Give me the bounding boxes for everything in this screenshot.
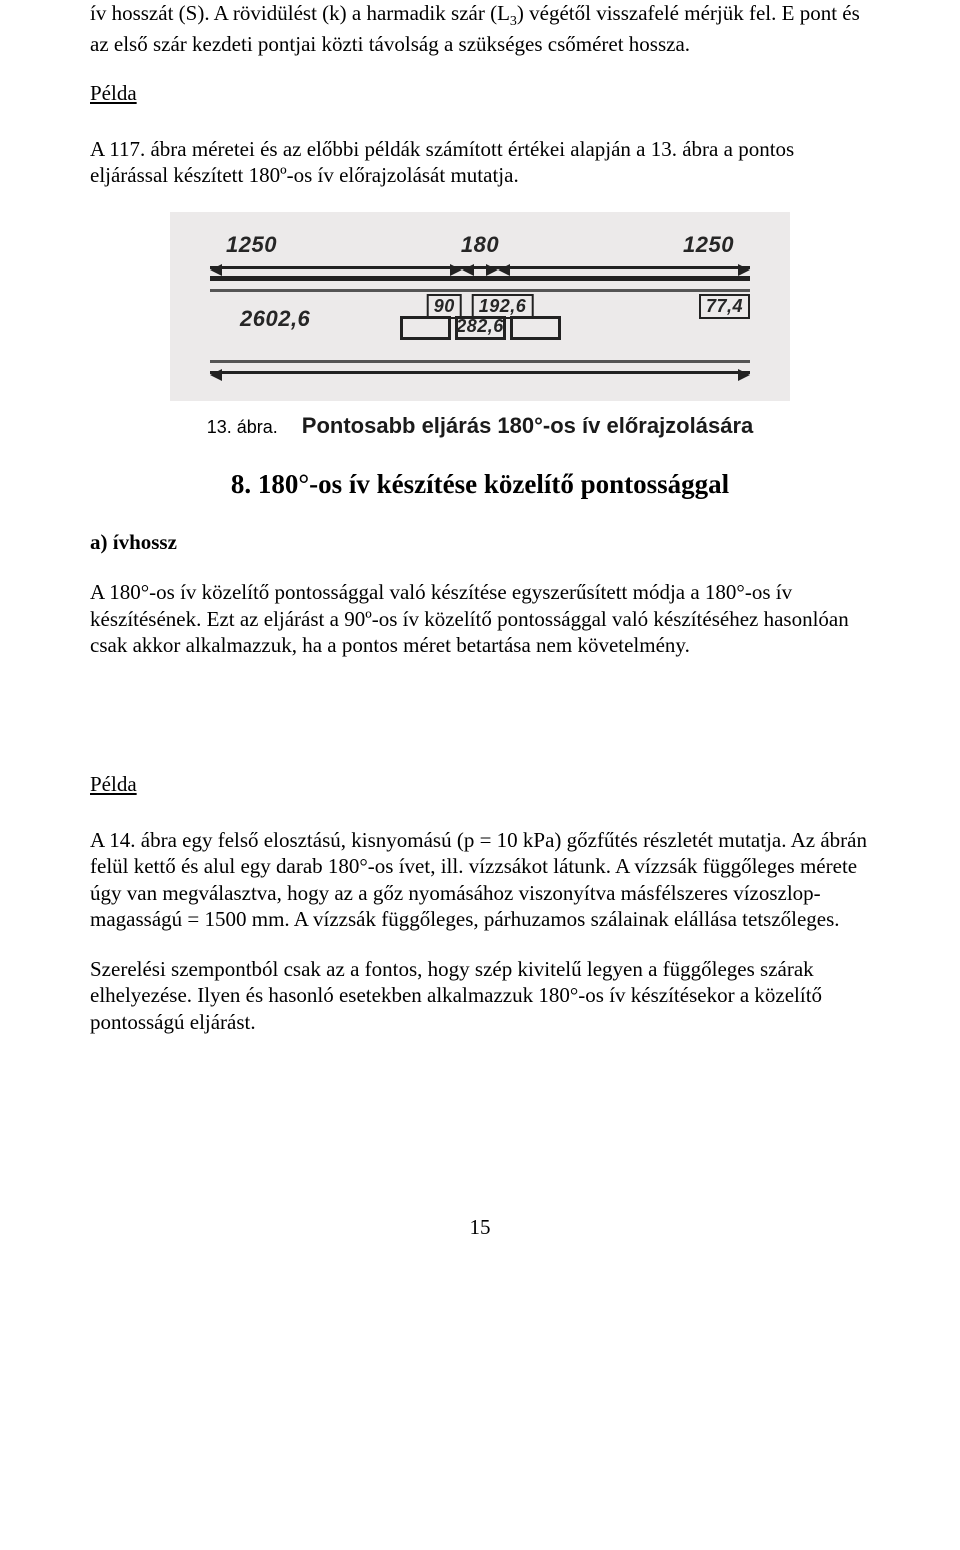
dim-value: 1250	[683, 232, 734, 258]
arrow-seg	[210, 266, 462, 272]
text: ív hosszát (S). A rövidülést (k) a harma…	[90, 1, 510, 25]
example-label: Példa	[90, 772, 870, 797]
arrow-seg	[498, 266, 750, 272]
spacer	[90, 682, 870, 772]
sec-bar	[210, 360, 750, 363]
figure-13-caption: 13. ábra. Pontosabb eljárás 180°-os ív e…	[90, 413, 870, 439]
arrow-seg	[210, 371, 750, 377]
caption-text: Pontosabb eljárás 180°-os ív előrajzolás…	[302, 413, 753, 438]
mid-block: 90 192,6 77,4 282,6 2602,6	[210, 294, 750, 354]
caption-number: 13. ábra.	[207, 417, 278, 437]
dim-value: 77,4	[699, 294, 750, 319]
paragraph-a14-2: Szerelési szempontból csak az a fontos, …	[90, 956, 870, 1035]
paragraph-intro: ív hosszát (S). A rövidülést (k) a harma…	[90, 0, 870, 57]
page-number: 15	[90, 1215, 870, 1240]
arrow-row	[210, 367, 750, 377]
example-label: Példa	[90, 81, 870, 106]
document-page: ív hosszát (S). A rövidülést (k) a harma…	[0, 0, 960, 1300]
sec-bar	[210, 289, 750, 292]
paragraph-a117: A 117. ábra méretei és az előbbi példák …	[90, 136, 870, 189]
paragraph-a14-1: A 14. ábra egy felső elosztású, kisnyomá…	[90, 827, 870, 932]
main-bar	[210, 276, 750, 281]
dim-row-top: 1250 180 1250	[210, 232, 750, 262]
arrow-row	[210, 262, 750, 272]
box	[400, 316, 451, 340]
box	[510, 316, 561, 340]
heading-section-8: 8. 180°-os ív készítése közelítő pontoss…	[90, 469, 870, 500]
dim-value: 180	[461, 232, 499, 258]
figure-13: 1250 180 1250 90 192,6 77,4 282,6	[90, 212, 870, 401]
dim-value: 1250	[226, 232, 277, 258]
figure-13-drawing: 1250 180 1250 90 192,6 77,4 282,6	[170, 212, 790, 401]
arrow-seg	[462, 266, 498, 272]
paragraph-after-h8: A 180°-os ív közelítő pontossággal való …	[90, 579, 870, 658]
subscript: 3	[510, 14, 517, 29]
subheading-a-ivhossz: a) ívhossz	[90, 530, 870, 555]
inner-dim: 282,6	[456, 316, 504, 337]
dim-value: 2602,6	[240, 306, 310, 332]
